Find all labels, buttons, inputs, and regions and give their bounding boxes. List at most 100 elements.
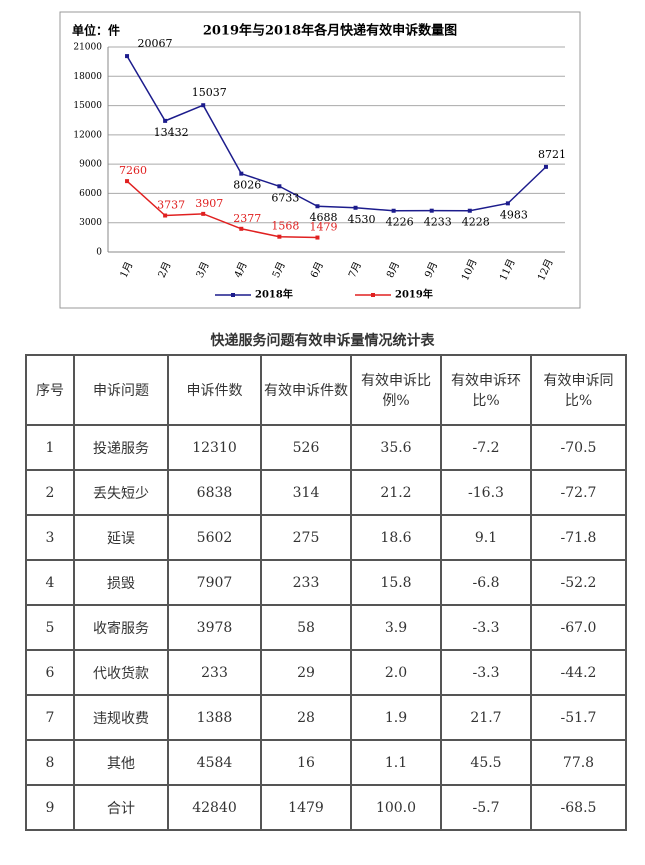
table-cell: 有效申诉环比% bbox=[440, 354, 532, 426]
legend-label: 2019年 bbox=[395, 288, 433, 301]
table-cell: 违规收费 bbox=[73, 694, 169, 741]
table-row: 3 延误 5602 275 18.6 9.1 -71.8 bbox=[25, 514, 627, 561]
table-cell: 代收货款 bbox=[73, 649, 169, 696]
table-cell: 42840 bbox=[167, 784, 262, 831]
table-cell: 100.0 bbox=[350, 784, 442, 831]
table-row: 4 损毁 7907 233 15.8 -6.8 -52.2 bbox=[25, 559, 627, 606]
table-cell: 21.2 bbox=[350, 469, 442, 516]
series-line bbox=[126, 55, 547, 212]
table-cell: 投递服务 bbox=[73, 424, 169, 471]
y-tick-label: 15000 bbox=[73, 101, 102, 111]
table-cell: 5 bbox=[25, 604, 75, 651]
point bbox=[467, 208, 472, 213]
y-tick-label: 9000 bbox=[79, 160, 102, 170]
table-row: 9 合计 42840 1479 100.0 -5.7 -68.5 bbox=[25, 784, 627, 831]
table-cell: 275 bbox=[260, 514, 352, 561]
table-cell: 16 bbox=[260, 739, 352, 786]
table-cell: 收寄服务 bbox=[73, 604, 169, 651]
point bbox=[315, 235, 320, 240]
table-cell: 3 bbox=[25, 514, 75, 561]
table-cell: -3.3 bbox=[440, 604, 532, 651]
point bbox=[505, 201, 510, 206]
data-label: 4688 bbox=[309, 211, 337, 224]
table-cell: 7907 bbox=[167, 559, 262, 606]
table-row: 6 代收货款 233 29 2.0 -3.3 -44.2 bbox=[25, 649, 627, 696]
data-label: 20067 bbox=[138, 37, 173, 50]
table-cell: -6.8 bbox=[440, 559, 532, 606]
table-cell: 8 bbox=[25, 739, 75, 786]
table-cell: -51.7 bbox=[530, 694, 627, 741]
data-label: 4228 bbox=[462, 216, 490, 229]
table-cell: 35.6 bbox=[350, 424, 442, 471]
data-label: 2377 bbox=[233, 212, 261, 225]
legend-marker bbox=[231, 293, 235, 297]
data-label: 6733 bbox=[271, 191, 299, 204]
header-row: 序号 申诉问题 申诉件数 有效申诉件数 有效申诉比例% 有效申诉环比% 有效申诉同比% bbox=[25, 354, 627, 426]
table-cell: 9.1 bbox=[440, 514, 532, 561]
point bbox=[543, 164, 548, 169]
table: 序号 申诉问题 申诉件数 有效申诉件数 有效申诉比例% 有效申诉环比% 有效申诉同比% 1 投递… bbox=[25, 354, 627, 831]
table-cell: 其他 bbox=[73, 739, 169, 786]
table-cell: -67.0 bbox=[530, 604, 627, 651]
table-cell: 18.6 bbox=[350, 514, 442, 561]
y-tick-label: 21000 bbox=[73, 43, 102, 53]
point bbox=[277, 234, 282, 239]
table-row: 1 投递服务 12310 526 35.6 -7.2 -70.5 bbox=[25, 424, 627, 471]
table-cell: 526 bbox=[260, 424, 352, 471]
data-label: 4983 bbox=[500, 208, 528, 221]
table-cell: 4 bbox=[25, 559, 75, 606]
point bbox=[125, 54, 130, 59]
legend-label: 2018年 bbox=[255, 288, 293, 301]
data-label: 7260 bbox=[119, 164, 147, 177]
table-cell: -7.2 bbox=[440, 424, 532, 471]
table-cell: -68.5 bbox=[530, 784, 627, 831]
table-cell: 2.0 bbox=[350, 649, 442, 696]
data-label: 4233 bbox=[424, 216, 452, 229]
table-cell: 有效申诉比例% bbox=[350, 354, 442, 426]
table-cell: 3978 bbox=[167, 604, 262, 651]
table-cell: 58 bbox=[260, 604, 352, 651]
table-cell: 2 bbox=[25, 469, 75, 516]
table-cell: -71.8 bbox=[530, 514, 627, 561]
table-cell: 有效申诉件数 bbox=[260, 354, 352, 426]
y-tick-label: 3000 bbox=[79, 218, 102, 228]
chart: 2019年与2018年各月快递有效申诉数量图 单位：件 0 3000 6000 900… bbox=[59, 11, 581, 309]
table-cell: -5.7 bbox=[440, 784, 532, 831]
table-cell: 有效申诉同比% bbox=[530, 354, 627, 426]
chart-title: 2019年与2018年各月快递有效申诉数量图 bbox=[203, 23, 457, 39]
table-row: 8 其他 4584 16 1.1 45.5 77.8 bbox=[25, 739, 627, 786]
data-label: 4226 bbox=[386, 216, 414, 229]
data-label: 8026 bbox=[233, 179, 261, 192]
data-label: 3737 bbox=[157, 199, 185, 212]
table-cell: 损毁 bbox=[73, 559, 169, 606]
data-label: 1479 bbox=[309, 221, 337, 234]
table-cell: 7 bbox=[25, 694, 75, 741]
table-title: 快递服务问题有效申诉量情况统计表 bbox=[210, 333, 435, 349]
table-cell: 314 bbox=[260, 469, 352, 516]
point bbox=[201, 211, 206, 216]
point bbox=[353, 205, 358, 210]
y-tick-label: 18000 bbox=[73, 72, 102, 82]
series-line bbox=[126, 180, 318, 239]
table-cell: 15.8 bbox=[350, 559, 442, 606]
table-cell: 233 bbox=[260, 559, 352, 606]
table-row: 2 丢失短少 6838 314 21.2 -16.3 -72.7 bbox=[25, 469, 627, 516]
table-cell: 申诉问题 bbox=[73, 354, 169, 426]
table-row: 7 违规收费 1388 28 1.9 21.7 -51.7 bbox=[25, 694, 627, 741]
table-cell: 1479 bbox=[260, 784, 352, 831]
table-cell: 12310 bbox=[167, 424, 262, 471]
table-row: 5 收寄服务 3978 58 3.9 -3.3 -67.0 bbox=[25, 604, 627, 651]
point bbox=[315, 204, 320, 209]
table-cell: 233 bbox=[167, 649, 262, 696]
table-cell: 申诉件数 bbox=[167, 354, 262, 426]
point bbox=[239, 226, 244, 231]
table-cell: -70.5 bbox=[530, 424, 627, 471]
point bbox=[239, 171, 244, 176]
table-cell: 21.7 bbox=[440, 694, 532, 741]
data-label: 4530 bbox=[348, 213, 376, 226]
point bbox=[277, 184, 282, 189]
table-cell: 5602 bbox=[167, 514, 262, 561]
table-cell: 29 bbox=[260, 649, 352, 696]
table-cell: 序号 bbox=[25, 354, 75, 426]
